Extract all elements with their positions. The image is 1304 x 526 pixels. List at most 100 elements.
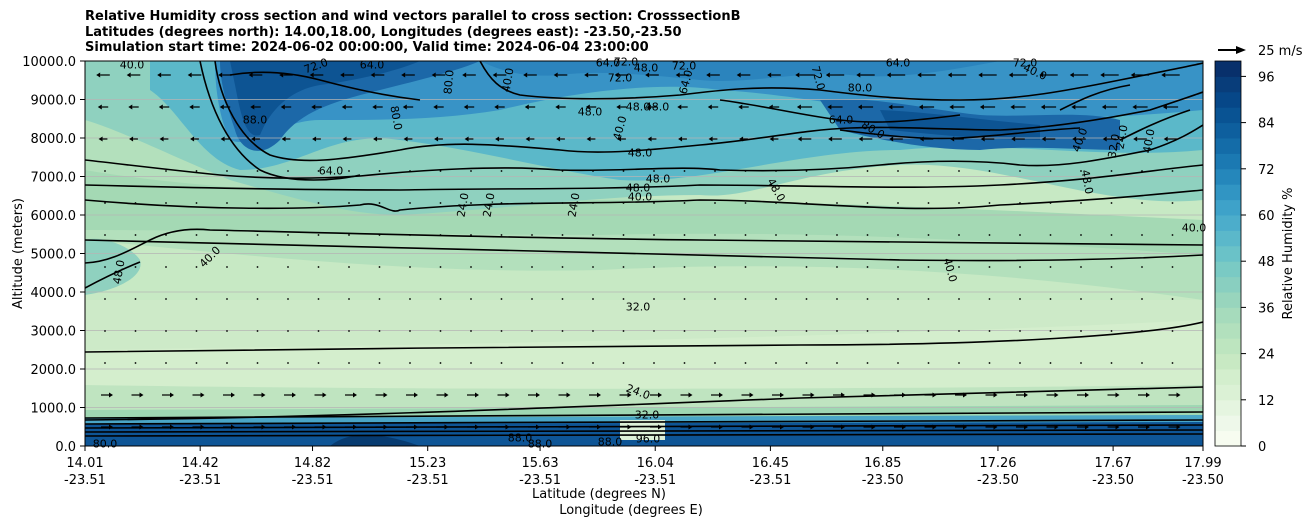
wind-vector-head: [616, 104, 621, 110]
wind-vector-head: [902, 424, 906, 430]
wind-vector: [683, 266, 686, 268]
wind-vector: [165, 202, 167, 204]
wind-vector: [622, 202, 625, 204]
wind-vector-head: [159, 136, 164, 142]
wind-vector: [409, 202, 411, 204]
wind-vector-head: [688, 424, 693, 430]
wind-vector: [256, 362, 259, 364]
wind-vector: [714, 202, 716, 204]
wind-vector: [287, 362, 289, 364]
wind-vector: [805, 202, 808, 204]
wind-vector: [531, 330, 533, 332]
contour-label: 72.0: [672, 60, 697, 73]
contour-label: 72.0: [1013, 57, 1038, 70]
wind-vector: [165, 234, 167, 236]
wind-vector-head: [109, 392, 113, 398]
colorbar-ticks: 0 12 24 36 48 60 72 84 96: [1241, 70, 1275, 455]
wind-vector-head: [978, 72, 983, 78]
contour-label: 48.0: [626, 182, 651, 195]
y-tick-label: 1000.0: [31, 402, 77, 417]
contour-label: 40.0: [611, 114, 630, 141]
wind-vector: [531, 234, 533, 236]
wind-vector-head: [646, 104, 651, 110]
contour-label: 80.0: [93, 438, 118, 451]
wind-vector-head: [566, 392, 571, 398]
wind-vector-head: [170, 424, 174, 430]
wind-vector: [897, 298, 899, 300]
wind-vector: [134, 266, 137, 268]
wind-vector: [1049, 202, 1052, 204]
wind-vector: [561, 202, 564, 204]
wind-vector-head: [614, 72, 619, 78]
x-tick-label-longitude: -23.51: [519, 473, 561, 488]
wind-vector-head: [218, 72, 223, 78]
wind-vector: [775, 362, 777, 364]
wind-vector-head: [292, 424, 296, 430]
wind-vector: [1171, 170, 1174, 172]
wind-vector-head: [444, 392, 449, 398]
wind-vector: [988, 170, 991, 172]
wind-vector-head: [139, 392, 144, 398]
wind-vector: [348, 298, 350, 300]
horizontal-gridlines: [85, 99, 1203, 408]
wind-vector: [744, 202, 747, 204]
wind-vector-head: [917, 72, 922, 78]
wind-vector: [378, 266, 381, 268]
wind-vector-head: [586, 136, 591, 142]
wind-vector-head: [1040, 104, 1045, 110]
wind-vector: [653, 266, 655, 268]
wind-vector-head: [886, 72, 891, 78]
wind-vector: [317, 170, 320, 172]
wind-vector: [500, 362, 503, 364]
wind-vector-head: [719, 392, 723, 398]
wind-vector-head: [1101, 104, 1106, 110]
contour-label: 64.0: [360, 59, 385, 72]
wind-vector: [836, 298, 838, 300]
wind-vector: [744, 170, 747, 172]
wind-vector-head: [279, 72, 284, 78]
contour-label: 64.0: [596, 57, 621, 70]
wind-vector: [805, 266, 808, 268]
x-tick-label-latitude: 14.42: [182, 456, 219, 471]
contour-label: 72.0: [614, 56, 639, 69]
wind-vector: [744, 362, 747, 364]
wind-vector: [470, 362, 472, 364]
wind-vector: [1080, 330, 1082, 332]
wind-vector-head: [475, 392, 479, 398]
wind-vector: [714, 170, 716, 172]
y-tick-label: 8000.0: [31, 132, 77, 147]
wind-vector-head: [979, 104, 984, 110]
wind-vector: [195, 234, 198, 236]
wind-vector: [378, 298, 381, 300]
wind-vector-head: [494, 104, 499, 110]
contour-label: 32.0: [626, 301, 651, 314]
wind-vector: [958, 202, 960, 204]
wind-vector-head: [1146, 392, 1150, 398]
wind-vector: [256, 170, 259, 172]
wind-vector-head: [248, 72, 253, 78]
wind-vector: [836, 266, 838, 268]
wind-vector: [683, 234, 686, 236]
wind-vector-head: [383, 392, 388, 398]
wind-vector-head: [1024, 392, 1028, 398]
wind-vector-head: [525, 136, 530, 142]
wind-vector: [348, 362, 350, 364]
wind-vector-head: [128, 104, 133, 110]
wind-vector: [1049, 170, 1052, 172]
wind-vector: [1141, 266, 1143, 268]
colorbar-band: [1215, 384, 1241, 401]
wind-vector-head: [97, 104, 102, 110]
wind-vector: [1080, 234, 1082, 236]
wind-vector: [927, 234, 930, 236]
wind-vector: [897, 170, 899, 172]
wind-vector: [317, 202, 320, 204]
wind-vector: [775, 266, 777, 268]
wind-vector: [378, 234, 381, 236]
wind-vector: [805, 234, 808, 236]
wind-vector: [287, 202, 289, 204]
wind-vector: [409, 362, 411, 364]
wind-vector-head: [312, 136, 317, 142]
wind-vector: [470, 202, 472, 204]
wind-vector-head: [170, 392, 174, 398]
colorbar-band: [1215, 307, 1241, 324]
